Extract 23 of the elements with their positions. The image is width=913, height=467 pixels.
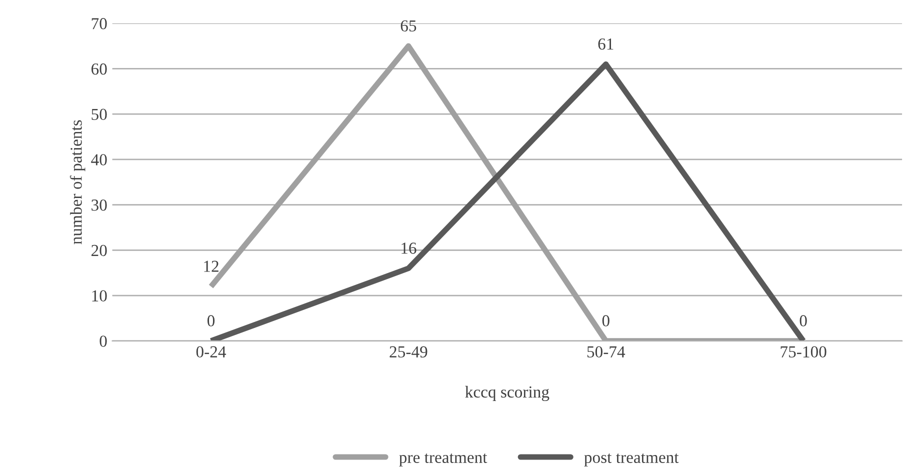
x-tick-label: 25-49 [390,346,428,358]
x-tick-label: 0-24 [196,346,226,358]
y-tick-label: 30 [92,200,107,211]
data-label: 16 [402,242,416,254]
legend-label: post treatment [584,453,679,466]
data-label: 65 [400,20,416,32]
y-tick-label: 40 [91,154,107,166]
data-label: 0 [207,315,215,326]
y-tick-label: 20 [92,244,107,256]
y-tick-label: 0 [100,336,107,347]
y-tick-label: 60 [91,63,107,75]
x-tick-label: 50-74 [587,346,626,358]
x-tick-label: 75-100 [780,346,826,358]
data-label: 12 [204,260,218,272]
y-tick-label: 10 [92,290,107,302]
data-label: 0 [800,315,807,326]
y-axis-title: number of patients [70,120,86,244]
y-tick-label: 70 [92,18,107,30]
data-label: 61 [598,38,614,50]
y-tick-label: 50 [92,108,107,120]
x-axis-title: kccq scoring [465,386,550,402]
legend-label: pre treatment [399,453,488,466]
data-label: 0 [602,315,610,326]
